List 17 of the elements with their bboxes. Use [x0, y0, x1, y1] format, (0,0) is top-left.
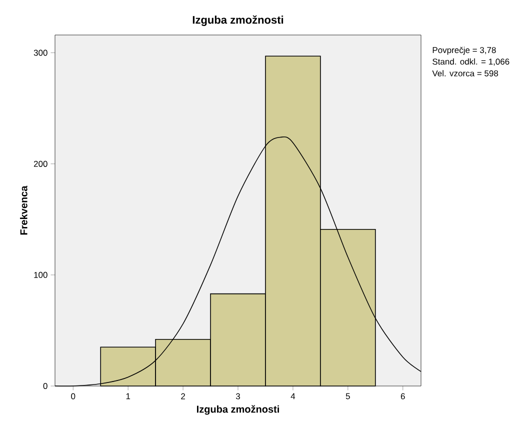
y-tick-label: 200: [34, 160, 48, 167]
text: Povprečje = 3,78: [432, 46, 496, 55]
chart-title: Izguba zmožnosti: [192, 15, 284, 26]
y-tick-label: 300: [34, 50, 48, 56]
x-tick-label: 5: [346, 393, 350, 400]
y-tick-label: 100: [34, 272, 48, 278]
x-tick-label: 2: [181, 393, 185, 400]
x-tick-label: 4: [290, 393, 296, 400]
text: Vel. vzorca = 598: [432, 70, 498, 76]
y-axis-title: Frekvenca: [20, 186, 28, 235]
x-tick-label: 3: [236, 393, 240, 400]
x-tick-label: 1: [126, 393, 130, 400]
x-tick-label: 0: [71, 393, 76, 400]
text: Stand. odkl. = 1,066: [432, 58, 510, 66]
x-tick-label: 6: [400, 393, 405, 400]
x-axis-title: Izguba zmožnosti: [197, 405, 279, 415]
y-tick-label: 0: [43, 382, 48, 390]
